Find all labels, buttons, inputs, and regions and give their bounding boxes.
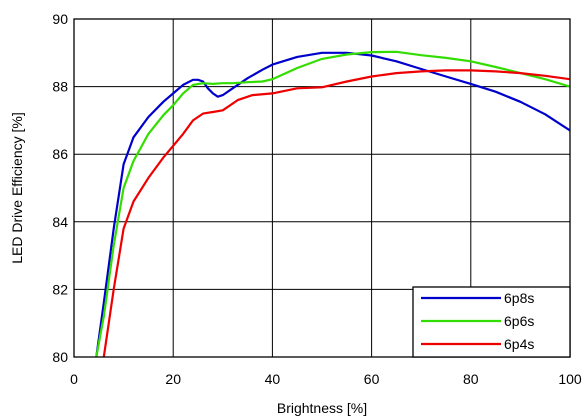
- series-line-6p6s: [95, 50, 570, 357]
- series-line-6p4s: [102, 69, 570, 357]
- y-tick-label: 90: [52, 11, 68, 27]
- legend: 6p8s 6p6s 6p4s: [412, 286, 571, 358]
- x-axis-label: Brightness [%]: [277, 400, 367, 416]
- x-tick-label: 60: [364, 371, 380, 387]
- legend-label-6p6s: 6p6s: [504, 313, 534, 329]
- legend-label-6p4s: 6p4s: [504, 336, 534, 352]
- y-tick-label: 80: [52, 349, 68, 365]
- series-line-6p8s: [95, 51, 570, 357]
- grid-lines: [74, 19, 570, 357]
- x-tick-label: 100: [558, 371, 582, 387]
- series-group: [95, 50, 570, 357]
- legend-label-6p8s: 6p8s: [504, 290, 534, 306]
- y-tick-label: 82: [52, 281, 68, 297]
- x-tick-label: 0: [70, 371, 78, 387]
- x-tick-label: 20: [165, 371, 181, 387]
- x-tick-label: 40: [265, 371, 281, 387]
- plot-frame: [73, 18, 571, 358]
- y-tick-label: 84: [52, 214, 68, 230]
- y-tick-label: 88: [52, 79, 68, 95]
- y-axis-label: LED Drive Efficiency [%]: [9, 112, 25, 263]
- y-tick-labels: 80 82 84 86 88 90: [52, 11, 68, 365]
- x-tick-labels: 0 20 40 60 80 100: [70, 371, 582, 387]
- y-tick-label: 86: [52, 146, 68, 162]
- x-tick-label: 80: [463, 371, 479, 387]
